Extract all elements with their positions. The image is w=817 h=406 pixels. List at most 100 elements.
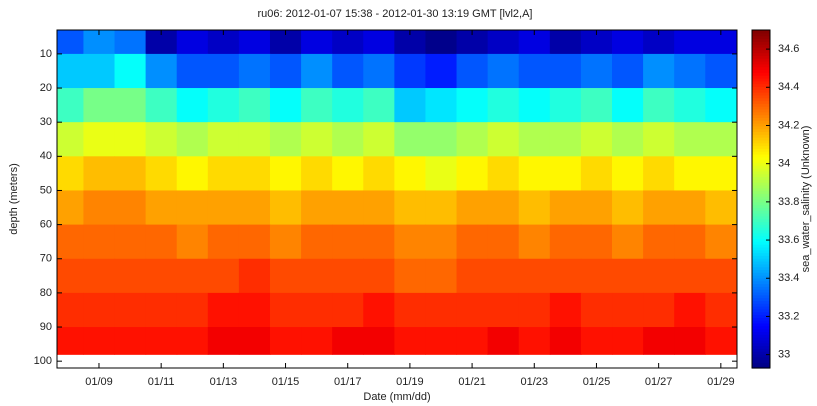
heatmap-cell — [425, 53, 458, 89]
y-tick-label: 90 — [40, 321, 52, 333]
x-tick-label: 01/13 — [210, 376, 238, 388]
colorbar-segment — [752, 125, 770, 130]
heatmap-cell — [301, 30, 333, 55]
x-tick-label: 01/15 — [272, 376, 300, 388]
heatmap-cell — [332, 327, 364, 355]
heatmap-cell — [207, 224, 240, 260]
heatmap-cell — [238, 190, 271, 226]
heatmap-cell — [83, 327, 116, 355]
heatmap-cell — [176, 88, 209, 123]
colorbar-segment — [752, 91, 770, 96]
heatmap-cell — [705, 327, 738, 355]
heatmap-cell — [145, 156, 178, 191]
heatmap-cell — [363, 292, 395, 328]
colorbar-segment — [752, 306, 770, 310]
colorbar-segment — [752, 260, 770, 265]
heatmap-cell — [238, 156, 271, 191]
heatmap-cell — [487, 30, 520, 55]
heatmap-cell — [612, 224, 644, 260]
colorbar-segment — [752, 182, 770, 186]
heatmap-cell — [518, 327, 551, 355]
heatmap-cell — [425, 190, 458, 226]
colorbar-segment — [752, 314, 770, 318]
y-tick-label: 80 — [40, 287, 52, 299]
heatmap-cell — [549, 88, 582, 123]
heatmap-cell — [238, 30, 271, 55]
heatmap-cell — [57, 258, 84, 294]
heatmap-cell — [612, 88, 644, 123]
colorbar-segment — [752, 103, 770, 107]
colorbar-segment — [752, 328, 770, 332]
heatmap-cell — [612, 292, 644, 328]
heatmap-cell — [269, 292, 302, 328]
colorbar-segment — [752, 151, 770, 155]
heatmap-cell — [612, 190, 644, 226]
heatmap-cell — [332, 53, 364, 89]
colorbar-segment — [752, 207, 770, 211]
colorbar-segment — [752, 176, 770, 180]
heatmap-cell — [269, 122, 302, 157]
heatmap-cell — [238, 327, 271, 355]
heatmap-cell — [57, 292, 84, 328]
colorbar-segment — [752, 291, 770, 296]
colorbar-segment — [752, 30, 770, 34]
heatmap-cell — [114, 88, 147, 123]
y-tick-label: 10 — [40, 48, 52, 60]
x-tick-label: 01/25 — [583, 376, 611, 388]
heatmap-cell — [549, 258, 582, 294]
x-tick-label: 01/23 — [521, 376, 549, 388]
colorbar-segment — [752, 106, 770, 110]
colorbar-segment — [752, 69, 770, 73]
heatmap-cell — [518, 224, 551, 260]
colorbar-segment — [752, 97, 770, 102]
colorbar-segment — [752, 289, 770, 293]
colorbar-segment — [752, 196, 770, 200]
colorbar-segment — [752, 111, 770, 116]
heatmap-cell — [238, 258, 271, 294]
heatmap-cell — [332, 156, 364, 191]
heatmap-cell — [238, 292, 271, 328]
x-tick-label: 01/17 — [334, 376, 362, 388]
heatmap-cell — [487, 327, 520, 355]
heatmap-cell — [487, 53, 520, 89]
heatmap-cell — [705, 190, 738, 226]
colorbar-segment — [752, 235, 770, 240]
heatmap-cell — [145, 88, 178, 123]
heatmap-cell — [425, 224, 458, 260]
heatmap-cell — [176, 292, 209, 328]
heatmap-cell — [83, 190, 116, 226]
heatmap-cell — [176, 224, 209, 260]
colorbar-tick-label: 34.6 — [778, 43, 799, 55]
heatmap-cell — [549, 30, 582, 55]
heatmap-cell — [176, 190, 209, 226]
heatmap-cell — [114, 224, 147, 260]
heatmap-cell — [456, 88, 489, 123]
heatmap-cell — [207, 190, 240, 226]
y-tick-label: 20 — [40, 82, 52, 94]
colorbar-segment — [752, 255, 770, 259]
heatmap-cell — [363, 190, 395, 226]
heatmap-cell — [83, 258, 116, 294]
heatmap-cell — [269, 156, 302, 191]
plot-frame — [56, 29, 738, 369]
colorbar-segment — [752, 280, 770, 285]
heatmap-cell — [394, 190, 426, 226]
heatmap-cell — [456, 224, 489, 260]
heatmap-cell — [176, 156, 209, 191]
heatmap-cell — [612, 327, 644, 355]
heatmap-cell — [114, 30, 147, 55]
heatmap-cell — [394, 327, 426, 355]
colorbar-segment — [752, 227, 770, 231]
heatmap-cell — [549, 122, 582, 157]
heatmap-cell — [332, 122, 364, 157]
heatmap-cell — [57, 224, 84, 260]
x-tick-label: 01/21 — [458, 376, 486, 388]
colorbar-segment — [752, 120, 770, 124]
colorbar-segment — [752, 331, 770, 335]
colorbar-segment — [752, 179, 770, 183]
heatmap-cell — [394, 88, 426, 123]
heatmap-cell — [487, 224, 520, 260]
colorbar-segment — [752, 365, 770, 369]
heatmap-cell — [145, 258, 178, 294]
heatmap-cell — [674, 122, 706, 157]
